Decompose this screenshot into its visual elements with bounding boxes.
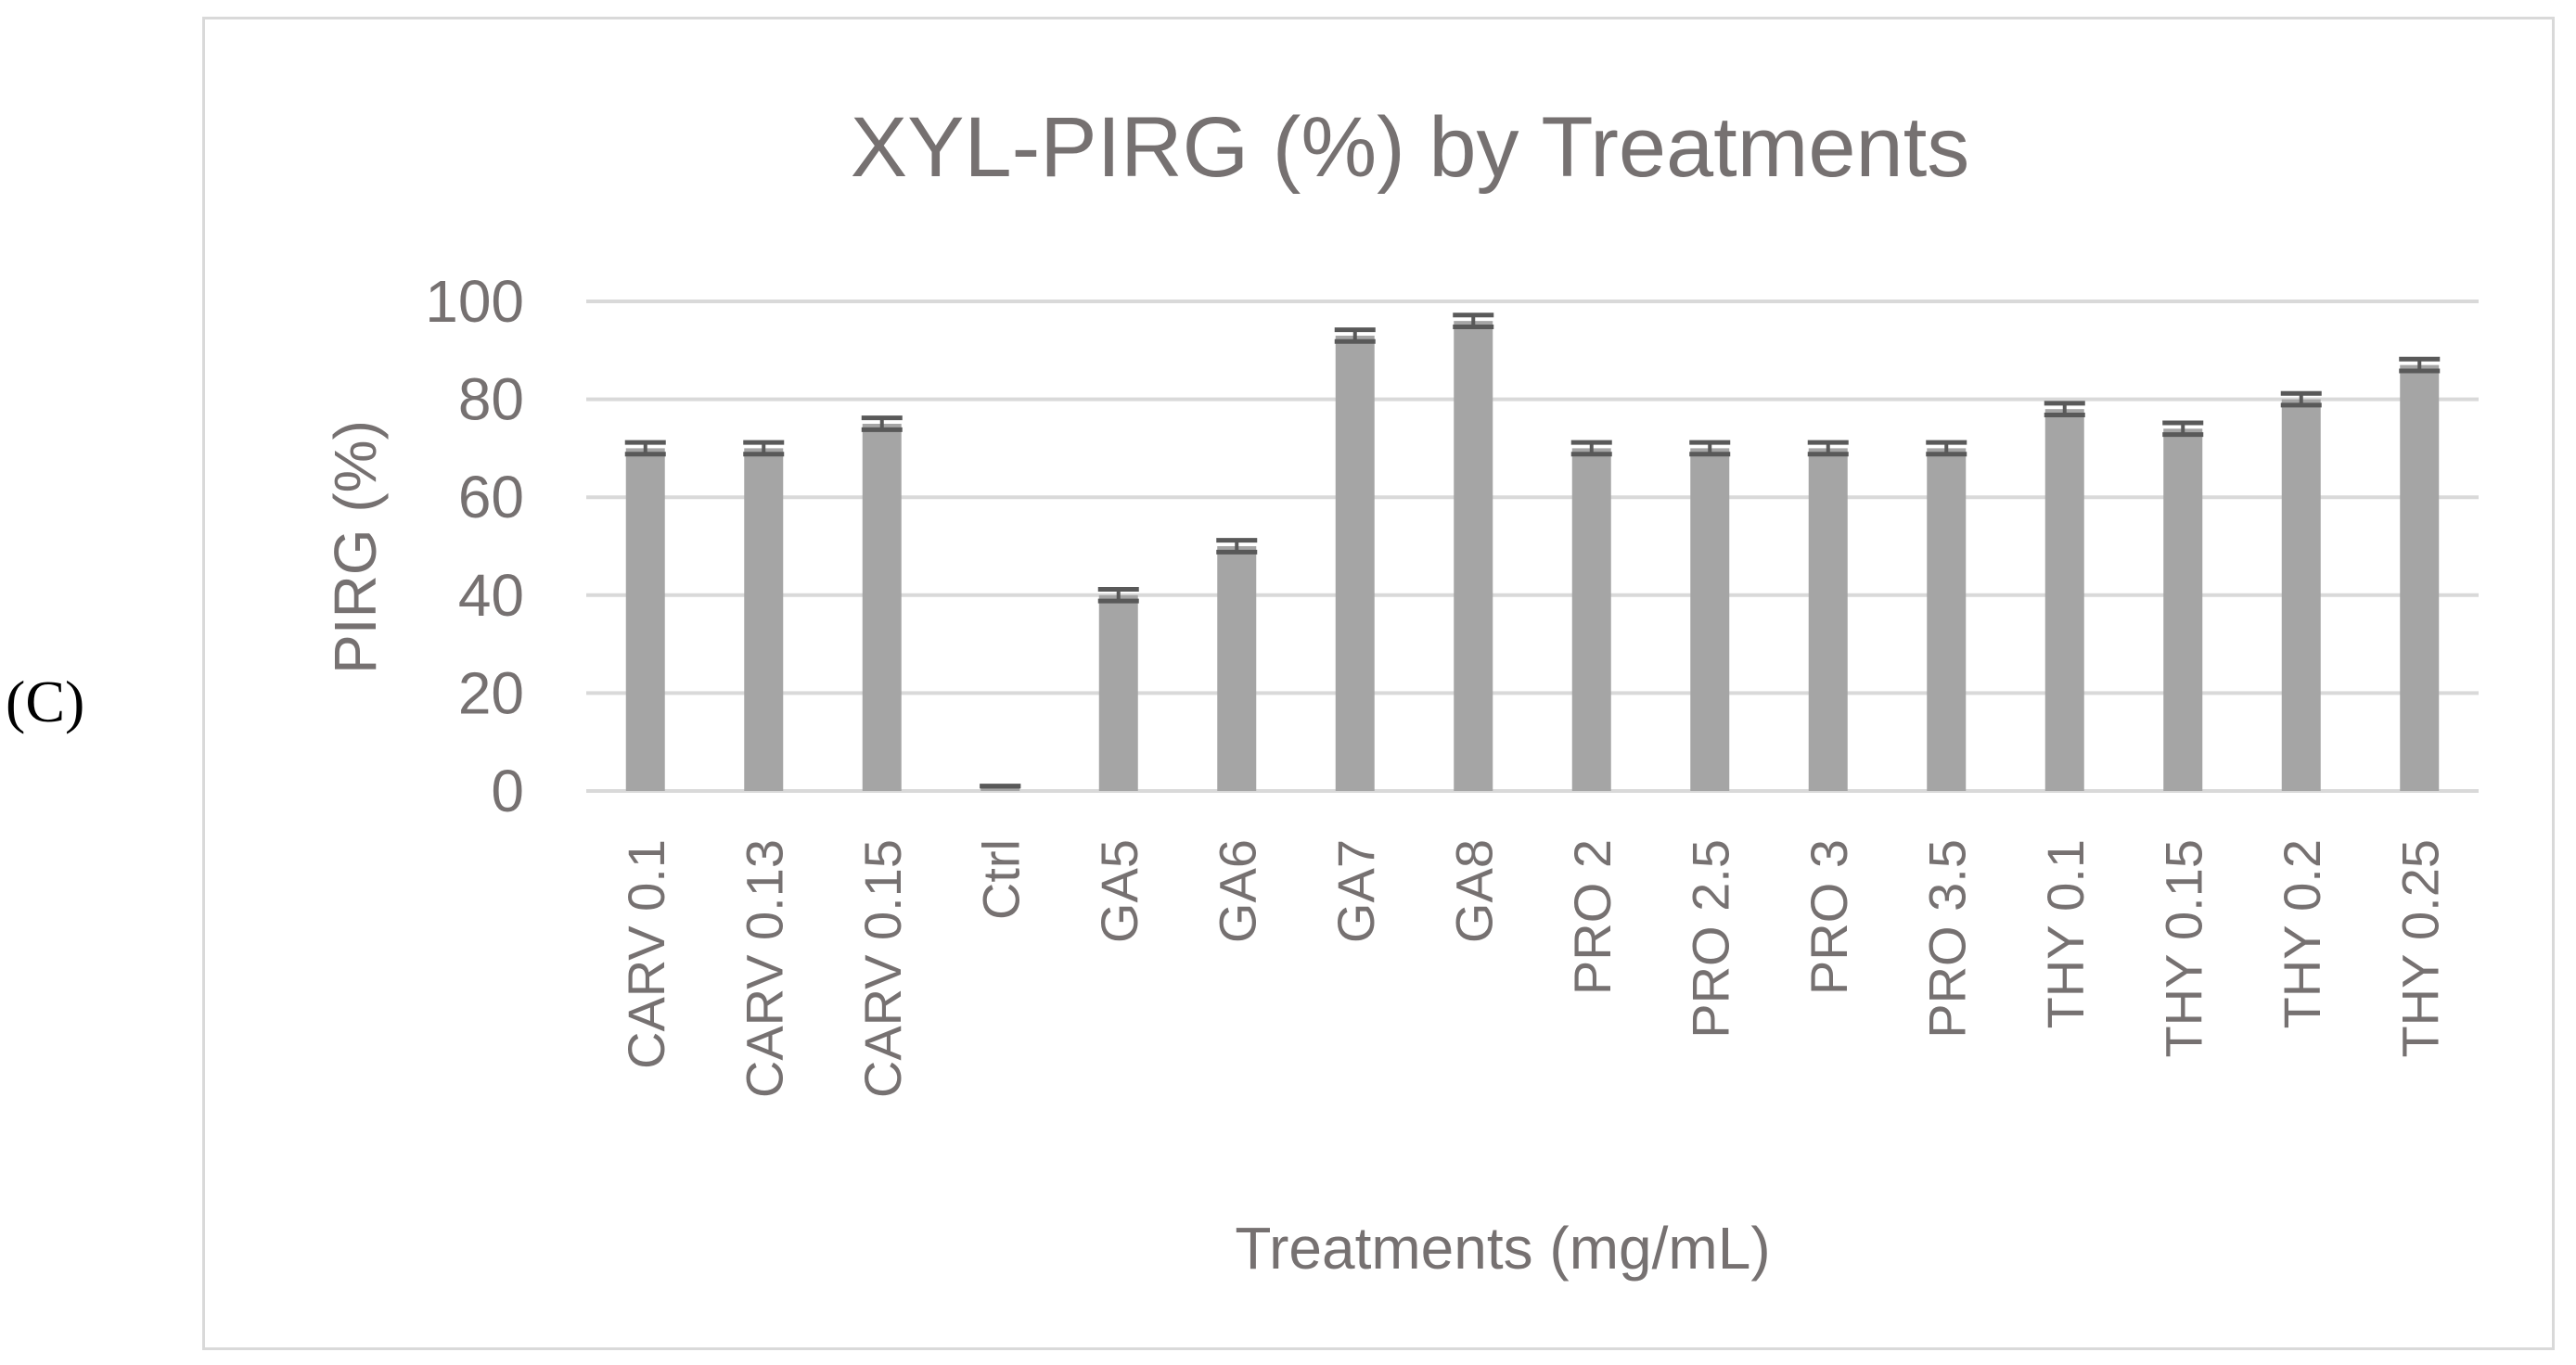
bar-12 <box>2044 409 2084 791</box>
error-bar-15 <box>2399 356 2441 374</box>
bar-8 <box>1571 448 1611 791</box>
x-tick-label: Ctrl <box>971 839 1030 920</box>
error-bar-1 <box>743 440 785 457</box>
chart-title: XYL-PIRG (%) by Treatments <box>851 100 1970 195</box>
error-bar-10 <box>1807 440 1849 457</box>
chart-frame <box>202 17 2555 1350</box>
error-bars <box>624 313 2441 789</box>
x-tick-label: GA8 <box>1444 839 1503 943</box>
gridlines <box>586 300 2479 793</box>
x-tick-label: THY 0.25 <box>2390 839 2449 1058</box>
x-tick-label: CARV 0.15 <box>853 839 912 1098</box>
error-bar-6 <box>1334 327 1376 344</box>
error-bar-4 <box>1097 586 1139 604</box>
bar-5 <box>1217 546 1257 791</box>
y-tick-label: 60 <box>458 464 524 530</box>
x-tick-label: PRO 3.5 <box>1917 839 1976 1039</box>
x-tick-label: THY 0.2 <box>2273 839 2331 1028</box>
x-tick-labels: CARV 0.1 CARV 0.13 CARV 0.15 Ctrl GA5 GA6 GA7 G… <box>617 839 2450 1098</box>
bar-15 <box>2400 364 2440 791</box>
x-tick-label: GA6 <box>1208 839 1266 943</box>
bar-11 <box>1927 448 1967 791</box>
error-bar-0 <box>624 440 666 457</box>
bar-13 <box>2163 428 2203 791</box>
error-bar-2 <box>861 415 903 432</box>
y-tick-label: 20 <box>458 659 524 726</box>
y-tick-label: 0 <box>491 758 524 824</box>
x-axis-label: Treatments (mg/mL) <box>1235 1215 1770 1282</box>
x-tick-label: PRO 3 <box>1800 839 1858 995</box>
x-tick-label: THY 0.1 <box>2036 839 2095 1028</box>
x-tick-label: GA5 <box>1090 839 1148 943</box>
bar-10 <box>1808 448 1848 791</box>
error-bar-8 <box>1570 440 1612 457</box>
x-tick-label: GA7 <box>1326 839 1385 943</box>
bars <box>625 321 2440 791</box>
bar-7 <box>1454 321 1493 791</box>
bar-1 <box>744 448 784 791</box>
panel-label: (C) <box>6 669 85 734</box>
y-tick-label: 80 <box>458 366 524 433</box>
error-bar-11 <box>1926 440 1967 457</box>
x-tick-label: CARV 0.13 <box>735 839 793 1098</box>
error-bar-9 <box>1689 440 1731 457</box>
bar-6 <box>1335 335 1375 791</box>
bar-2 <box>862 424 902 791</box>
error-bar-7 <box>1453 313 1494 329</box>
bar-0 <box>625 448 665 791</box>
bar-3 <box>980 785 1020 791</box>
y-tick-label: 40 <box>458 562 524 629</box>
y-axis-label: PIRG (%) <box>322 420 389 674</box>
x-tick-label: PRO 2 <box>1563 839 1621 995</box>
y-tick-label: 100 <box>425 268 524 335</box>
y-tick-labels: 0 20 40 60 80 100 <box>425 268 524 824</box>
error-bar-13 <box>2162 420 2204 438</box>
x-tick-label: PRO 2.5 <box>1681 839 1739 1039</box>
x-tick-label: CARV 0.1 <box>617 839 675 1069</box>
error-bar-12 <box>2044 401 2085 417</box>
error-bar-5 <box>1216 538 1258 555</box>
error-bar-14 <box>2280 390 2322 408</box>
bar-4 <box>1098 594 1138 791</box>
bar-14 <box>2281 399 2321 791</box>
bar-9 <box>1690 448 1730 791</box>
x-tick-label: THY 0.15 <box>2154 839 2212 1058</box>
